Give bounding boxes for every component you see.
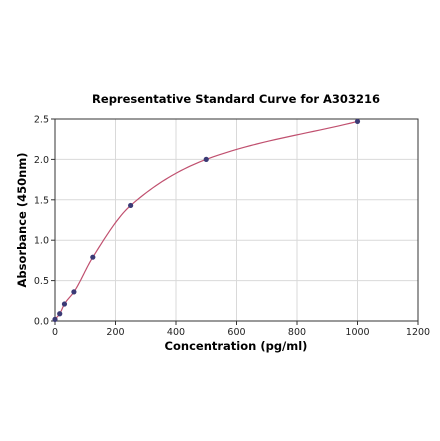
fit-curve [54, 120, 358, 320]
y-tick-label: 0.5 [34, 276, 49, 287]
x-tick-label: 200 [106, 327, 124, 338]
x-tick-label: 800 [288, 327, 306, 338]
data-point [61, 301, 68, 307]
data-point [203, 156, 209, 162]
data-point [57, 311, 63, 317]
y-tick-label: 2.0 [34, 155, 49, 166]
data-point [52, 316, 58, 322]
x-tick-label: 400 [167, 327, 185, 338]
y-tick-label: 2.5 [34, 115, 49, 126]
x-axis-label: Concentration (pg/ml) [165, 339, 308, 353]
x-tick-label: 1000 [345, 327, 369, 338]
data-point [71, 289, 77, 295]
data-point [354, 118, 361, 125]
y-tick-label: 0.0 [34, 317, 49, 328]
chart-title: Representative Standard Curve for A30321… [92, 92, 380, 106]
y-tick-label: 1.0 [34, 236, 49, 247]
points-layer [52, 118, 361, 322]
y-axis-label: Absorbance (450nm) [15, 152, 29, 287]
y-tick-label: 1.5 [34, 195, 49, 206]
fit-curve-layer [54, 120, 358, 320]
ticks: 0 200 400 600 800 1000 1200 0.0 0.5 1.0 1.5 2.0 2.5 [34, 115, 430, 339]
x-tick-label: 600 [227, 327, 245, 338]
data-point [128, 202, 134, 209]
data-point [90, 254, 96, 260]
x-tick-label: 1200 [406, 327, 430, 338]
x-tick-label: 0 [52, 327, 58, 338]
